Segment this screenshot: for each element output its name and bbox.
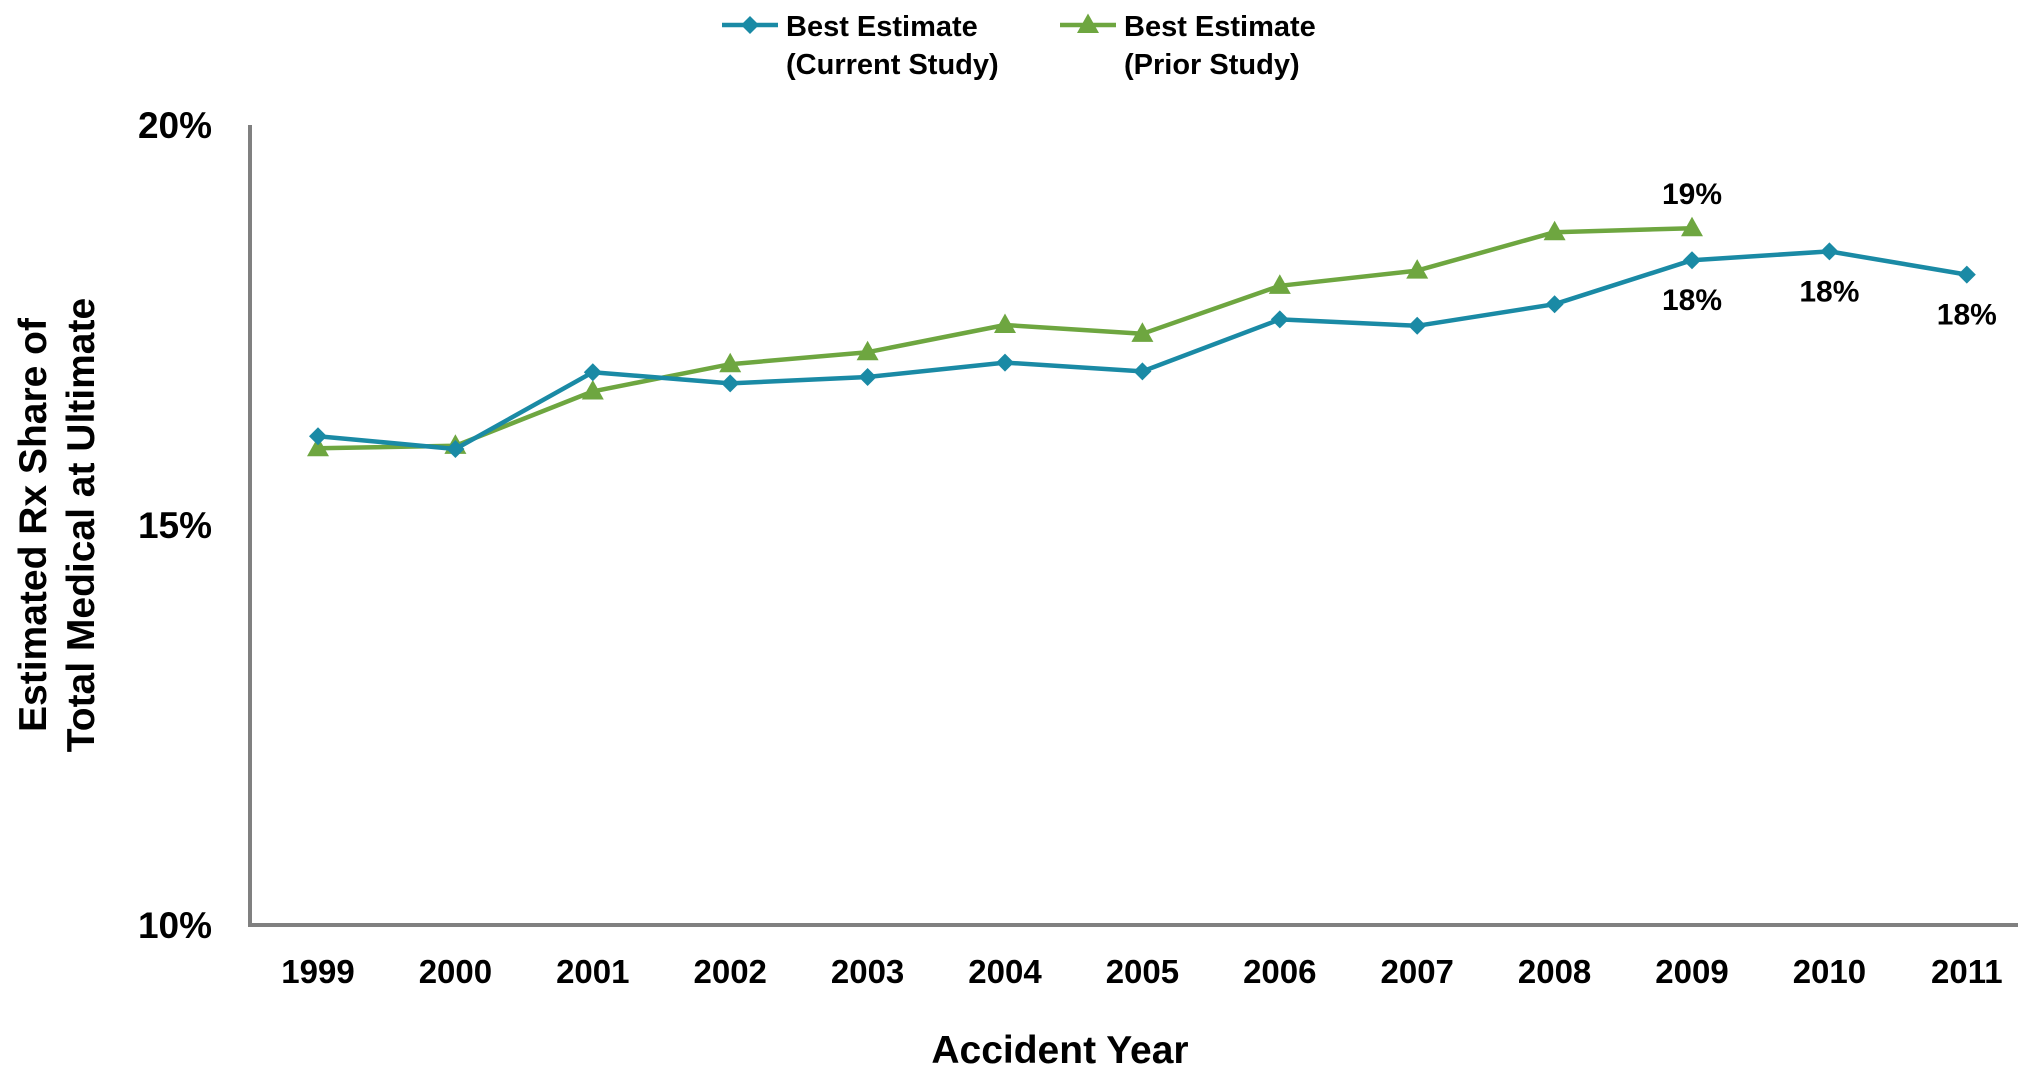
x-tick-label: 2009 bbox=[1655, 953, 1728, 990]
data-label: 18% bbox=[1662, 284, 1722, 317]
data-point bbox=[1683, 251, 1701, 270]
x-axis: 1999 2000 2001 2002 2003 2004 2005 2006 2007 2008… bbox=[248, 923, 2018, 1067]
x-tick-label: 2002 bbox=[693, 953, 766, 990]
x-tick-label: 2008 bbox=[1518, 953, 1591, 990]
data-point bbox=[994, 313, 1016, 334]
legend-label: Best Estimate bbox=[786, 11, 978, 43]
series-current-study bbox=[309, 242, 1976, 458]
data-point bbox=[307, 436, 329, 457]
data-point bbox=[996, 353, 1014, 372]
series-line bbox=[317, 225, 1693, 451]
data-labels: 19% 18% 18% 18% bbox=[1662, 178, 1997, 331]
legend-marker bbox=[741, 16, 759, 34]
x-tick-label: 2001 bbox=[556, 953, 629, 990]
x-tick-label: 1999 bbox=[281, 953, 354, 990]
y-tick-label: 20% bbox=[138, 105, 212, 146]
x-tick-label: 2003 bbox=[831, 953, 904, 990]
data-label: 18% bbox=[1937, 299, 1997, 332]
y-axis: 10% 15% 20% Estimated Rx Share of Total Medi… bbox=[12, 105, 252, 946]
legend-entry: Best Estimate (Prior Study) bbox=[1060, 11, 1316, 81]
data-point bbox=[1406, 259, 1429, 279]
data-point bbox=[446, 440, 465, 458]
x-tick-label: 2005 bbox=[1106, 953, 1179, 990]
data-point bbox=[1957, 265, 1976, 284]
data-point bbox=[1131, 322, 1154, 342]
x-tick-label: 2011 bbox=[1931, 953, 2003, 990]
data-label: 18% bbox=[1799, 275, 1859, 308]
data-point bbox=[1133, 362, 1152, 381]
series-line bbox=[317, 249, 1968, 452]
data-point bbox=[1545, 295, 1564, 314]
legend: Best Estimate(Current Study)Best Estimat… bbox=[722, 11, 1316, 81]
series-layer bbox=[307, 216, 1976, 458]
y-axis-title: Estimated Rx Share of Total Medical at Ul… bbox=[12, 298, 103, 752]
data-point bbox=[1681, 216, 1703, 237]
y-tick-label: 15% bbox=[138, 505, 212, 546]
legend-marker bbox=[1077, 13, 1099, 34]
data-point bbox=[1268, 274, 1291, 294]
data-point bbox=[1408, 316, 1427, 335]
legend-entry: Best Estimate (Current Study) bbox=[722, 11, 999, 81]
legend-label: (Prior Study) bbox=[1124, 49, 1300, 81]
data-point bbox=[719, 352, 742, 373]
data-point bbox=[583, 363, 602, 382]
data-point bbox=[309, 427, 327, 446]
series-prior-study bbox=[307, 216, 1703, 457]
data-label: 19% bbox=[1662, 178, 1722, 211]
x-tick-label: 2004 bbox=[968, 953, 1042, 990]
data-point bbox=[1270, 310, 1289, 329]
x-tick-label: 2007 bbox=[1380, 953, 1453, 990]
legend-label: Best Estimate bbox=[1124, 11, 1316, 43]
data-point bbox=[581, 379, 604, 400]
x-tick-label: 2006 bbox=[1243, 953, 1316, 990]
data-point bbox=[856, 340, 879, 361]
data-point bbox=[1820, 242, 1839, 261]
data-point bbox=[721, 374, 740, 393]
y-tick-label: 10% bbox=[138, 905, 212, 946]
legend-label: (Current Study) bbox=[786, 49, 999, 81]
x-axis-title: Accident Year bbox=[931, 1029, 1188, 1067]
data-point bbox=[858, 368, 877, 386]
x-tick-label: 2000 bbox=[419, 953, 492, 990]
data-point bbox=[1543, 220, 1566, 241]
x-tick-label: 2010 bbox=[1793, 953, 1866, 990]
